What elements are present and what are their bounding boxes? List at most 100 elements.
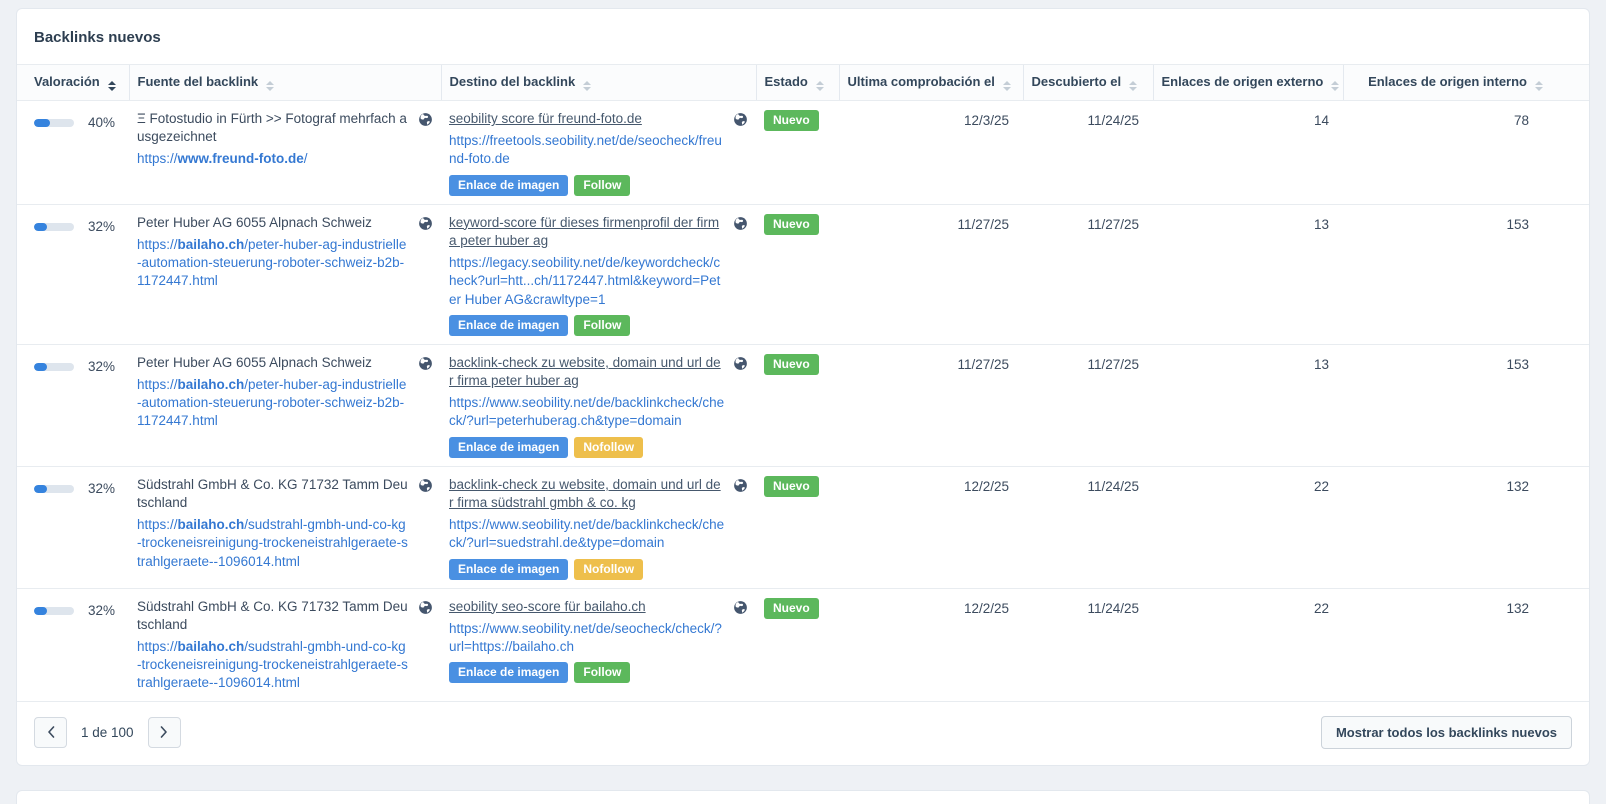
last-check-date: 12/2/25	[839, 466, 1023, 589]
globe-icon[interactable]	[733, 598, 748, 684]
destination-title-link[interactable]: backlink-check zu website, domain und ur…	[449, 354, 721, 388]
rating-percent: 32%	[88, 480, 116, 496]
globe-icon[interactable]	[733, 476, 748, 580]
destination-url-link[interactable]: https://freetools.seobility.net/de/seoch…	[449, 133, 722, 167]
rating-progress-bar	[34, 119, 74, 128]
destination-url-link[interactable]: https://legacy.seobility.net/de/keywordc…	[449, 255, 721, 307]
badge-list: Enlace de imagen Follow	[449, 314, 725, 336]
badge-enlace-de-imagen: Enlace de imagen	[449, 436, 569, 458]
column-label: Enlaces de origen externo	[1161, 74, 1324, 89]
badge-nofollow: Nofollow	[574, 436, 644, 458]
source-url-link[interactable]: https://bailaho.ch/sudstrahl-gmbh-und-co…	[137, 638, 408, 691]
external-links-count: 13	[1153, 204, 1343, 345]
internal-links-count: 132	[1343, 588, 1589, 702]
column-label: Enlaces de origen interno	[1368, 74, 1527, 89]
backlinks-table-body: 40% Ξ Fotostudio in Fürth >> Fotograf me…	[17, 100, 1589, 702]
sort-icon	[1002, 81, 1011, 91]
status-badge: Nuevo	[764, 213, 819, 235]
rating-progress-bar	[34, 222, 74, 231]
destination-title-link[interactable]: keyword-score für dieses firmenprofil de…	[449, 214, 720, 248]
table-row: 32% Südstrahl GmbH & Co. KG 71732 Tamm D…	[17, 466, 1589, 589]
last-check-date: 12/3/25	[839, 100, 1023, 205]
destination-url-link[interactable]: https://www.seobility.net/de/seocheck/ch…	[449, 620, 722, 654]
globe-icon[interactable]	[733, 110, 748, 196]
sort-icon	[1331, 81, 1340, 91]
sort-icon	[583, 81, 592, 91]
column-header-valoracion[interactable]: Valoración	[17, 65, 130, 101]
destination-title-link[interactable]: backlink-check zu website, domain und ur…	[449, 476, 721, 510]
column-header-enlaces-interno[interactable]: Enlaces de origen interno	[1343, 65, 1589, 101]
last-check-date: 11/27/25	[839, 204, 1023, 345]
panel-title-backlinks-nuevos: Backlinks nuevos	[34, 29, 161, 46]
source-title: Südstrahl GmbH & Co. KG 71732 Tamm Deuts…	[137, 476, 408, 510]
badge-nofollow: Nofollow	[574, 558, 644, 580]
column-header-ultima-comprobacion[interactable]: Ultima comprobación el	[839, 65, 1024, 101]
status-badge: Nuevo	[764, 597, 819, 619]
column-header-fuente[interactable]: Fuente del backlink	[129, 65, 442, 101]
source-title: Südstrahl GmbH & Co. KG 71732 Tamm Deuts…	[137, 598, 408, 632]
table-row: 40% Ξ Fotostudio in Fürth >> Fotograf me…	[17, 100, 1589, 205]
badge-follow: Follow	[574, 662, 631, 684]
destination-url-link[interactable]: https://www.seobility.net/de/backlinkche…	[449, 517, 725, 551]
column-header-enlaces-externo[interactable]: Enlaces de origen externo	[1153, 65, 1344, 101]
rating-progress-fill	[34, 222, 47, 231]
source-url-link[interactable]: https://bailaho.ch/sudstrahl-gmbh-und-co…	[137, 517, 408, 569]
show-all-backlinks-button[interactable]: Mostrar todos los backlinks nuevos	[1320, 715, 1572, 749]
destination-url-link[interactable]: https://www.seobility.net/de/backlinkche…	[449, 395, 725, 429]
source-url-link[interactable]: https://bailaho.ch/peter-huber-ag-indust…	[137, 236, 407, 289]
table-header-row: Valoración Fuente del backlink Destino d…	[17, 65, 1589, 101]
globe-icon[interactable]	[733, 214, 748, 336]
column-label: Destino del backlink	[449, 74, 576, 89]
badge-follow: Follow	[574, 314, 631, 336]
rating-progress-fill	[34, 362, 47, 371]
external-links-count: 22	[1153, 588, 1343, 702]
source-url-link[interactable]: https://bailaho.ch/peter-huber-ag-indust…	[137, 376, 407, 429]
globe-icon[interactable]	[418, 598, 433, 693]
column-label: Estado	[764, 74, 808, 89]
column-header-descubierto[interactable]: Descubierto el	[1023, 65, 1154, 101]
rating-progress-bar	[34, 484, 74, 493]
source-url-link[interactable]: https://www.freund-foto.de/	[137, 151, 308, 167]
table-footer: 1 de 100 Mostrar todos los backlinks nue…	[17, 702, 1589, 765]
table-row: 32% Peter Huber AG 6055 Alpnach Schweiz …	[17, 204, 1589, 345]
discovered-date: 11/27/25	[1023, 344, 1153, 467]
rating-percent: 32%	[88, 358, 116, 374]
destination-title-link[interactable]: seobility seo-score für bailaho.ch	[449, 598, 646, 614]
pagination-prev-button[interactable]	[34, 716, 67, 748]
internal-links-count: 78	[1343, 100, 1589, 205]
sort-icon	[1129, 81, 1138, 91]
destination-title-link[interactable]: seobility score für freund-foto.de	[449, 111, 642, 126]
discovered-date: 11/24/25	[1023, 466, 1153, 589]
globe-icon[interactable]	[418, 214, 433, 291]
badge-enlace-de-imagen: Enlace de imagen	[449, 174, 569, 196]
column-label: Fuente del backlink	[137, 74, 259, 89]
external-links-count: 14	[1153, 100, 1343, 205]
globe-icon[interactable]	[733, 354, 748, 458]
column-label: Valoración	[34, 74, 100, 89]
badge-list: Enlace de imagen Nofollow	[449, 436, 725, 458]
pagination-next-button[interactable]	[147, 716, 181, 748]
rating-progress-fill	[34, 119, 50, 128]
column-header-estado[interactable]: Estado	[756, 65, 840, 101]
rating-progress-bar	[34, 362, 74, 371]
source-title: Peter Huber AG 6055 Alpnach Schweiz	[137, 354, 372, 370]
internal-links-count: 132	[1343, 466, 1589, 589]
sort-icon	[1535, 81, 1543, 91]
chevron-left-icon	[47, 726, 54, 738]
last-check-date: 12/2/25	[839, 588, 1023, 702]
globe-icon[interactable]	[418, 476, 433, 571]
status-badge: Nuevo	[764, 353, 819, 375]
badge-follow: Follow	[574, 174, 631, 196]
table-row: 32% Peter Huber AG 6055 Alpnach Schweiz …	[17, 344, 1589, 467]
rating-progress-bar	[34, 606, 74, 615]
globe-icon[interactable]	[418, 354, 433, 431]
badge-list: Enlace de imagen Follow	[449, 174, 725, 196]
internal-links-count: 153	[1343, 204, 1589, 345]
column-header-destino[interactable]: Destino del backlink	[441, 65, 757, 101]
backlinks-perdidos-panel: Backlinks perdidos	[16, 789, 1590, 804]
badge-list: Enlace de imagen Nofollow	[449, 558, 725, 580]
external-links-count: 22	[1153, 466, 1343, 589]
globe-icon[interactable]	[418, 110, 433, 169]
badge-enlace-de-imagen: Enlace de imagen	[449, 314, 569, 336]
